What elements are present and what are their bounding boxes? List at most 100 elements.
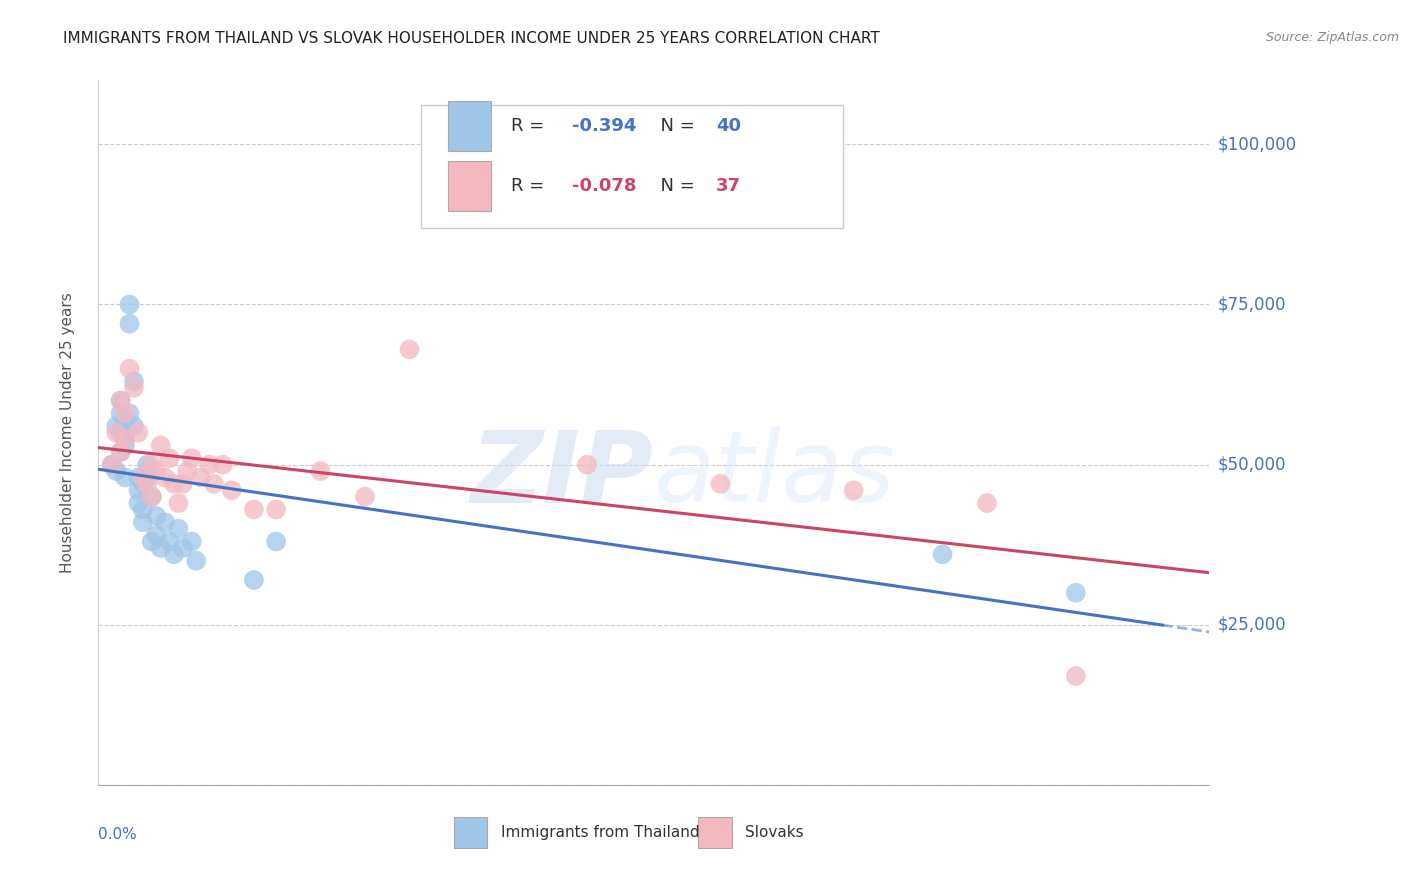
Point — [132, 470, 155, 484]
Point — [110, 425, 132, 440]
Text: Immigrants from Thailand: Immigrants from Thailand — [501, 825, 699, 840]
Point — [141, 458, 163, 472]
Point — [122, 419, 145, 434]
Point — [114, 438, 136, 452]
Point — [198, 458, 221, 472]
Point — [264, 502, 287, 516]
Point — [110, 393, 132, 408]
Point — [167, 496, 190, 510]
Point — [221, 483, 243, 498]
Text: R =: R = — [510, 177, 550, 195]
Text: N =: N = — [650, 117, 700, 135]
Point — [141, 534, 163, 549]
Point — [153, 516, 176, 530]
Point — [114, 470, 136, 484]
Point — [149, 438, 172, 452]
Text: N =: N = — [650, 177, 700, 195]
Point — [122, 375, 145, 389]
Point — [105, 425, 128, 440]
Point — [180, 534, 202, 549]
Text: 0.0%: 0.0% — [98, 827, 138, 842]
Point — [163, 476, 186, 491]
Point — [136, 476, 159, 491]
Point — [110, 406, 132, 420]
Text: ZIP: ZIP — [471, 426, 654, 524]
Text: $25,000: $25,000 — [1218, 615, 1286, 634]
Text: $75,000: $75,000 — [1218, 295, 1286, 313]
Point — [105, 419, 128, 434]
Point — [122, 381, 145, 395]
Point — [114, 406, 136, 420]
FancyBboxPatch shape — [454, 817, 486, 848]
Text: Slovaks: Slovaks — [745, 825, 803, 840]
Point — [309, 464, 332, 478]
Point — [931, 547, 953, 561]
Point — [264, 534, 287, 549]
Point — [127, 483, 149, 498]
Point — [141, 490, 163, 504]
Point — [976, 496, 998, 510]
Point — [105, 464, 128, 478]
Point — [149, 541, 172, 555]
FancyBboxPatch shape — [699, 817, 731, 848]
Point — [132, 516, 155, 530]
Point — [100, 458, 122, 472]
Point — [243, 573, 266, 587]
Point — [243, 502, 266, 516]
Point — [114, 432, 136, 446]
Text: $50,000: $50,000 — [1218, 456, 1286, 474]
Text: Source: ZipAtlas.com: Source: ZipAtlas.com — [1265, 31, 1399, 45]
Text: 40: 40 — [716, 117, 741, 135]
Point — [145, 528, 167, 542]
Point — [145, 508, 167, 523]
Point — [211, 458, 233, 472]
Text: -0.394: -0.394 — [572, 117, 636, 135]
Text: IMMIGRANTS FROM THAILAND VS SLOVAK HOUSEHOLDER INCOME UNDER 25 YEARS CORRELATION: IMMIGRANTS FROM THAILAND VS SLOVAK HOUSE… — [63, 31, 880, 46]
Point — [172, 476, 194, 491]
Point — [132, 476, 155, 491]
Point — [167, 522, 190, 536]
Point — [842, 483, 865, 498]
Point — [145, 464, 167, 478]
Point — [159, 534, 181, 549]
Point — [136, 458, 159, 472]
Point — [118, 406, 141, 420]
Point — [100, 458, 122, 472]
FancyBboxPatch shape — [420, 105, 842, 228]
Point — [118, 317, 141, 331]
FancyBboxPatch shape — [449, 161, 491, 211]
Text: 37: 37 — [716, 177, 741, 195]
Point — [127, 425, 149, 440]
Point — [186, 554, 208, 568]
Point — [136, 470, 159, 484]
Point — [180, 451, 202, 466]
Point — [127, 496, 149, 510]
Point — [153, 470, 176, 484]
Point — [118, 361, 141, 376]
Point — [132, 502, 155, 516]
Point — [110, 445, 132, 459]
Point — [159, 451, 181, 466]
Point — [127, 470, 149, 484]
Point — [1064, 586, 1087, 600]
Point — [398, 343, 420, 357]
Point — [163, 547, 186, 561]
Point — [172, 541, 194, 555]
Point — [114, 413, 136, 427]
FancyBboxPatch shape — [449, 102, 491, 151]
Point — [110, 445, 132, 459]
Point — [202, 476, 225, 491]
Point — [354, 490, 377, 504]
Text: atlas: atlas — [654, 426, 896, 524]
Point — [709, 476, 731, 491]
Point — [190, 470, 212, 484]
Y-axis label: Householder Income Under 25 years: Householder Income Under 25 years — [60, 293, 75, 573]
Point — [141, 490, 163, 504]
Point — [114, 432, 136, 446]
Point — [110, 393, 132, 408]
Text: $100,000: $100,000 — [1218, 136, 1296, 153]
Point — [118, 297, 141, 311]
Text: R =: R = — [510, 117, 550, 135]
Point — [576, 458, 599, 472]
Point — [1064, 669, 1087, 683]
